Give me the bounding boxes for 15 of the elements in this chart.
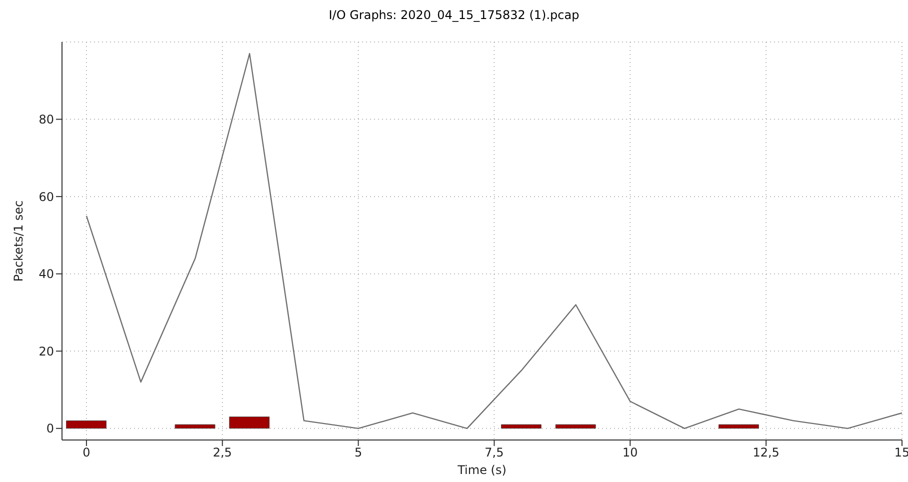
x-tick-label: 0 (82, 446, 90, 460)
x-tick-label: 7,5 (484, 446, 504, 460)
y-tick-label: 40 (38, 267, 54, 282)
y-tick-label: 0 (46, 422, 54, 436)
x-tick-label: 2,5 (212, 446, 232, 460)
line-series (86, 52, 902, 430)
chart-title: I/O Graphs: 2020_04_15_175832 (1).pcap (328, 8, 580, 24)
y-tick-label: 80 (38, 112, 54, 127)
y-tick-label: 60 (38, 190, 54, 204)
x-tick-label: 12,5 (752, 446, 780, 460)
x-tick-label: 5 (354, 446, 362, 460)
y-tick-label: 20 (38, 344, 54, 358)
x-axis-title: Time (s) (456, 463, 506, 477)
y-axis-title: Packets/1 sec (11, 200, 26, 282)
x-tick-label: 10 (622, 446, 638, 460)
